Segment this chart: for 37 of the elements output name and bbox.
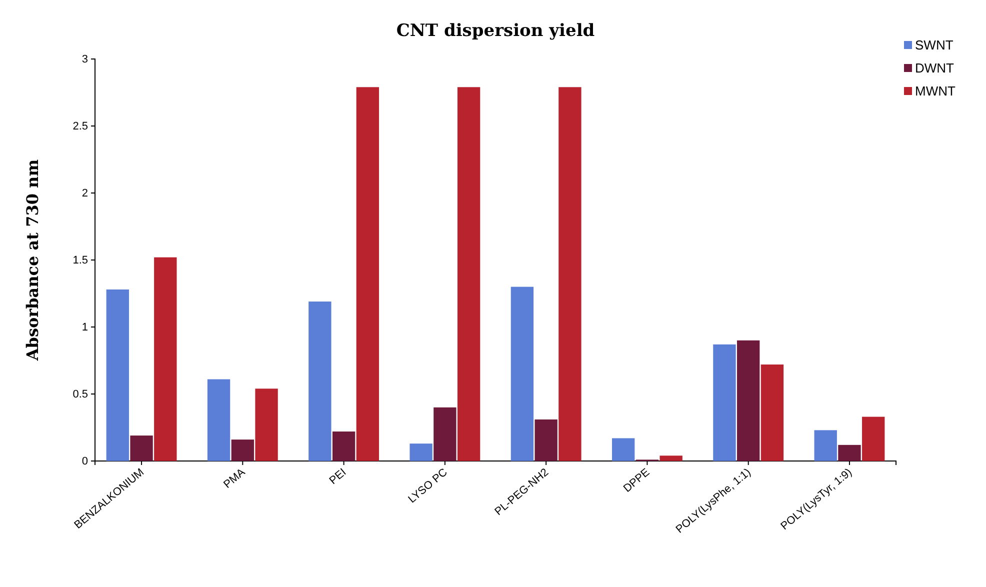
y-tick-label: 2.5: [72, 120, 88, 133]
bar: [332, 432, 356, 461]
chart-title: CNT dispersion yield: [396, 21, 595, 41]
y-tick-label: 0: [82, 456, 88, 468]
legend-label: MWNT: [915, 84, 956, 99]
bar: [612, 438, 635, 461]
legend-label: SWNT: [915, 38, 954, 53]
y-axis-title: Absorbance at 730 nm: [23, 159, 42, 362]
bar: [154, 257, 177, 461]
y-tick-label: 1: [82, 322, 88, 334]
bar: [207, 379, 230, 461]
y-tick-label: 0.5: [72, 388, 88, 401]
legend-label: DWNT: [915, 60, 954, 76]
bar: [862, 416, 885, 461]
bar: [457, 87, 480, 461]
bar: [814, 430, 837, 461]
bar: [558, 87, 582, 461]
bar: [231, 440, 254, 461]
bar: [510, 286, 534, 461]
y-tick-label: 1.5: [72, 254, 88, 267]
bar: [106, 289, 129, 461]
bar: [737, 340, 760, 461]
x-tick-label: PMA: [222, 466, 248, 491]
bar: [356, 87, 380, 461]
bar: [713, 344, 736, 461]
bar: [760, 364, 784, 461]
bar: [660, 456, 682, 461]
bar: [130, 436, 153, 461]
bar: [838, 444, 861, 461]
x-tick-label: PEI: [327, 466, 349, 488]
y-tick-label: 3: [82, 54, 88, 66]
bar: [410, 444, 432, 461]
bar: [255, 388, 278, 461]
y-tick-label: 2: [82, 188, 88, 200]
bar: [308, 302, 332, 461]
bar: [534, 419, 558, 461]
bar: [434, 407, 456, 461]
